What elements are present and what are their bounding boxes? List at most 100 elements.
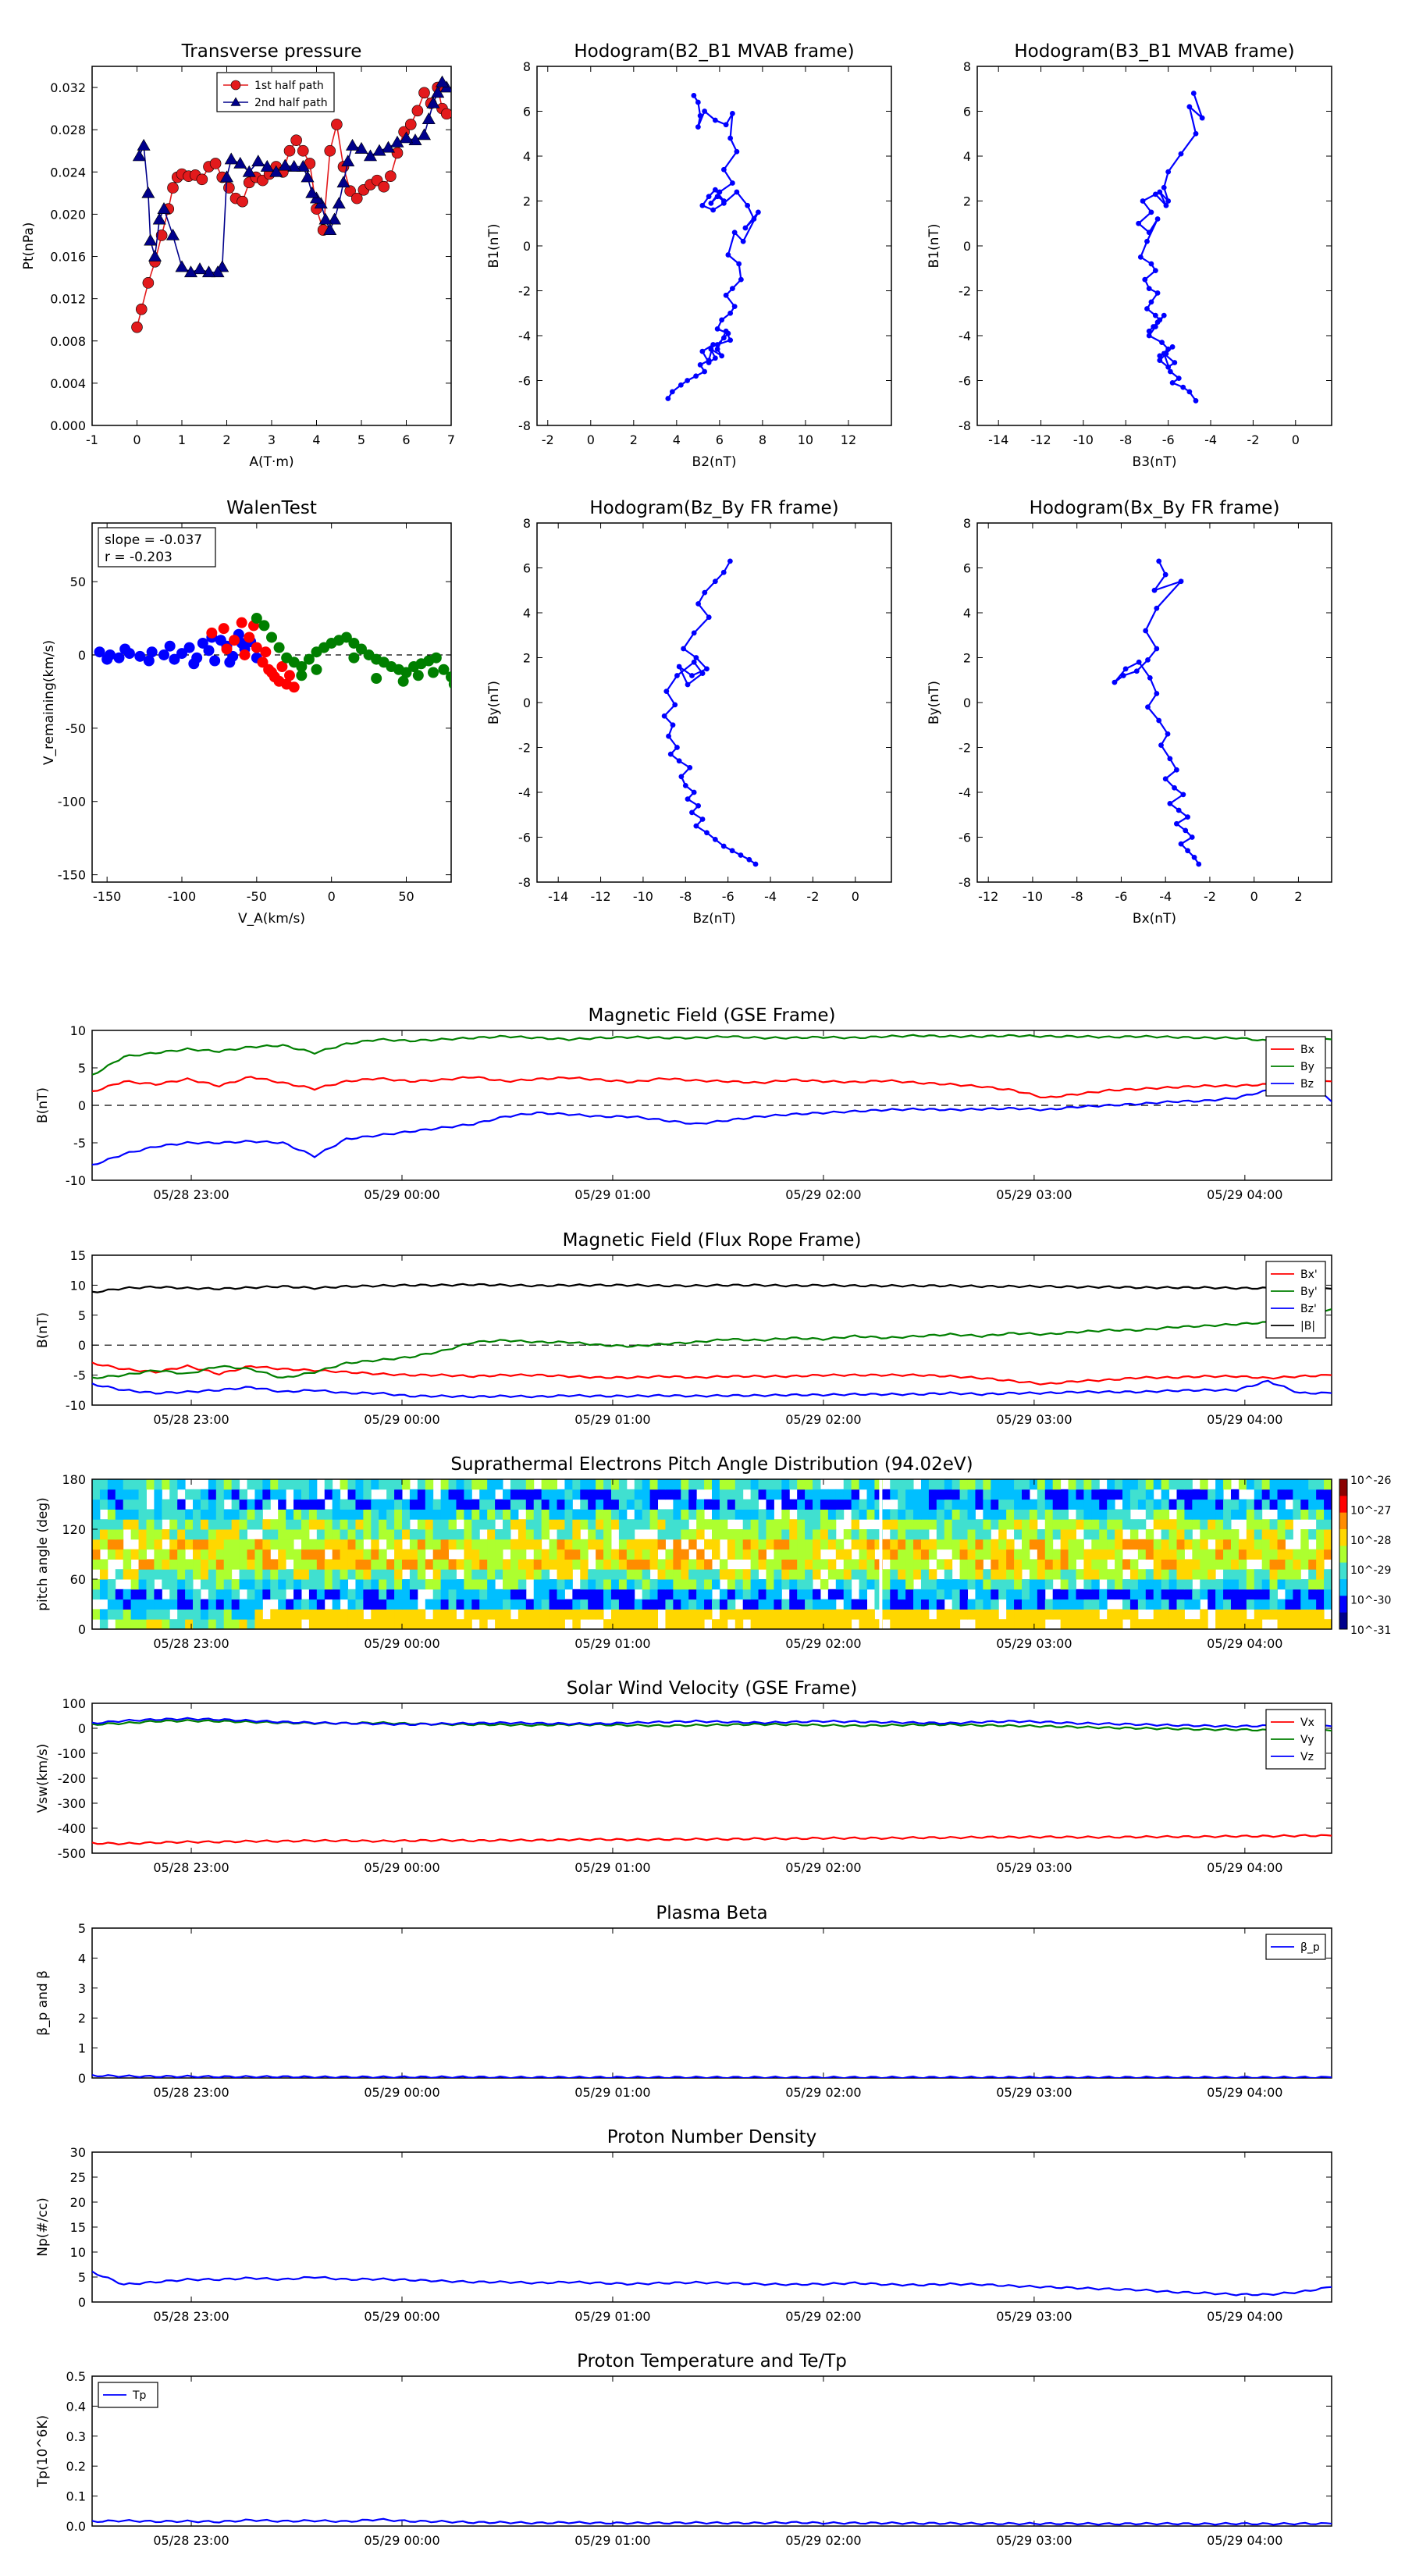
x-tick-label: 05/29 01:00	[574, 2309, 650, 2324]
heatmap-cell	[1184, 1519, 1193, 1530]
heatmap-cell	[820, 1609, 829, 1620]
heatmap-cell	[827, 1589, 837, 1600]
heatmap-cell	[146, 1599, 155, 1610]
heatmap-cell	[1238, 1539, 1247, 1550]
heatmap-cell	[386, 1609, 395, 1620]
heatmap-cell	[138, 1539, 147, 1550]
x-tick-label: 0	[1250, 889, 1258, 904]
heatmap-cell	[1192, 1599, 1200, 1610]
heatmap-cell	[1060, 1489, 1069, 1500]
heatmap-cell	[456, 1559, 464, 1570]
heatmap-cell	[1215, 1479, 1224, 1490]
heatmap-cell	[278, 1529, 286, 1540]
heatmap-cell	[920, 1589, 930, 1600]
y-tick-label: -8	[959, 418, 971, 433]
heatmap-cell	[1176, 1559, 1185, 1570]
data-point	[676, 664, 682, 670]
heatmap-cell	[797, 1539, 806, 1550]
data-point	[350, 192, 363, 205]
heatmap-cell	[115, 1599, 124, 1610]
heatmap-cell	[983, 1609, 991, 1620]
heatmap-cell	[913, 1489, 922, 1500]
heatmap-cell	[859, 1559, 867, 1570]
heatmap-cell	[456, 1599, 464, 1610]
heatmap-cell	[835, 1579, 845, 1590]
heatmap-cell	[673, 1519, 681, 1530]
heatmap-cell	[603, 1599, 612, 1610]
heatmap-cell	[1052, 1479, 1062, 1490]
x-tick-label: 05/28 23:00	[153, 1412, 229, 1427]
heatmap-cell	[580, 1559, 589, 1570]
heatmap-cell	[479, 1519, 488, 1530]
heatmap-cell	[920, 1509, 930, 1520]
heatmap-cell	[557, 1529, 565, 1540]
data-point	[251, 642, 262, 653]
heatmap-cell	[293, 1589, 302, 1600]
heatmap-cell	[293, 1549, 302, 1560]
heatmap-cell	[193, 1589, 201, 1600]
heatmap-cell	[1324, 1529, 1332, 1540]
heatmap-cell	[1107, 1569, 1115, 1580]
heatmap-cell	[1014, 1519, 1023, 1530]
heatmap-cell	[774, 1569, 782, 1580]
data-point	[693, 655, 699, 660]
heatmap-cell	[649, 1509, 659, 1520]
data-point	[1167, 800, 1173, 806]
heatmap-cell	[657, 1599, 666, 1610]
heatmap-cell	[797, 1519, 806, 1530]
heatmap-cell	[394, 1599, 403, 1610]
heatmap-cell	[448, 1589, 457, 1600]
heatmap-cell	[177, 1599, 186, 1610]
heatmap-cell	[254, 1579, 263, 1590]
heatmap-cell	[425, 1599, 434, 1610]
y-tick-label: -300	[58, 1796, 86, 1811]
heatmap-cell	[564, 1499, 573, 1510]
data-point	[1172, 360, 1178, 365]
heatmap-cell	[394, 1519, 403, 1530]
heatmap-cell	[355, 1549, 364, 1560]
heatmap-cell	[688, 1479, 697, 1490]
heatmap-cell	[355, 1489, 364, 1500]
heatmap-cell	[673, 1619, 681, 1630]
heatmap-cell	[386, 1479, 395, 1490]
heatmap-cell	[1052, 1599, 1062, 1610]
heatmap-cell	[471, 1599, 480, 1610]
heatmap-cell	[735, 1499, 744, 1510]
heatmap-cell	[1277, 1479, 1286, 1490]
heatmap-cell	[696, 1589, 705, 1600]
heatmap-cell	[99, 1559, 108, 1570]
heatmap-cell	[215, 1569, 225, 1580]
heatmap-cell	[347, 1619, 356, 1630]
heatmap-cell	[657, 1519, 666, 1530]
heatmap-cell	[735, 1569, 744, 1580]
heatmap-cell	[464, 1539, 472, 1550]
heatmap-cell	[394, 1569, 403, 1580]
heatmap-cell	[185, 1539, 194, 1550]
heatmap-cell	[1200, 1529, 1208, 1540]
heatmap-cell	[138, 1529, 147, 1540]
heatmap-cell	[503, 1499, 511, 1510]
heatmap-cell	[959, 1589, 969, 1600]
heatmap-cell	[239, 1559, 247, 1570]
heatmap-cell	[998, 1479, 1007, 1490]
heatmap-cell	[596, 1479, 604, 1490]
data-point	[678, 382, 684, 388]
data-point	[224, 152, 238, 165]
heatmap-cell	[557, 1599, 565, 1610]
heatmap-cell	[231, 1609, 240, 1620]
heatmap-cell	[99, 1489, 108, 1500]
heatmap-cell	[1285, 1599, 1293, 1610]
heatmap-cell	[564, 1559, 573, 1570]
heatmap-cell	[758, 1599, 767, 1610]
x-tick-label: -10	[1073, 432, 1094, 447]
heatmap-cell	[665, 1559, 674, 1570]
heatmap-cell	[371, 1479, 379, 1490]
heatmap-cell	[425, 1499, 434, 1510]
heatmap-cell	[1176, 1499, 1185, 1510]
y-tick-label: 0	[78, 1622, 86, 1637]
heatmap-cell	[262, 1499, 271, 1510]
data-point	[1165, 731, 1171, 737]
data-point	[1146, 286, 1152, 292]
heatmap-cell	[123, 1589, 132, 1600]
heatmap-cell	[789, 1549, 798, 1560]
